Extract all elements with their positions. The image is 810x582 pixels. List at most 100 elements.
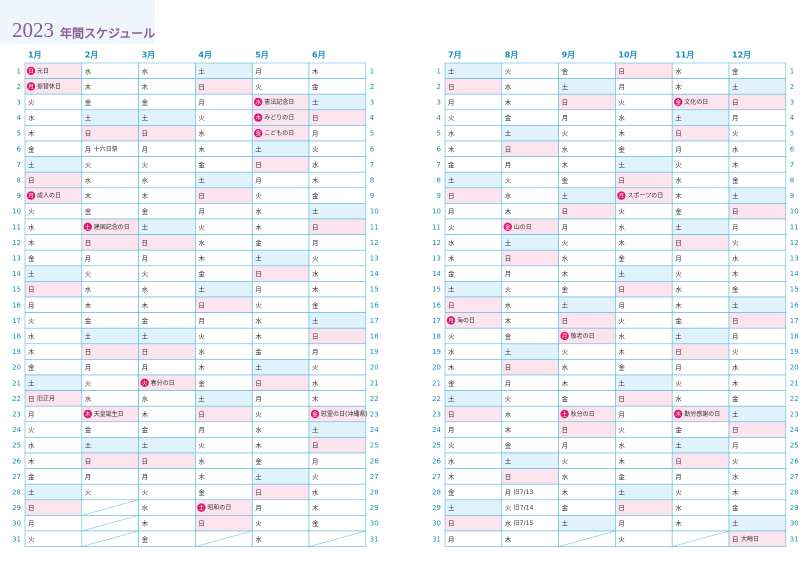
day-number: 19 <box>432 348 441 356</box>
weekday: 火 <box>505 177 512 185</box>
weekday: 水 <box>732 144 739 153</box>
weekday: 火 <box>28 535 35 543</box>
weekday: 土 <box>312 316 319 325</box>
weekday: 金 <box>142 425 149 434</box>
weekday: 月 <box>675 473 682 481</box>
weekday: 金 <box>505 441 512 450</box>
day-number: 5 <box>17 130 21 138</box>
weekday: 月 <box>618 301 625 309</box>
weekday: 金 <box>675 316 682 325</box>
weekday: 水 <box>675 503 682 512</box>
weekday: 日 <box>732 99 739 107</box>
day-note: 昭和の日 <box>207 504 231 512</box>
weekday: 木 <box>618 129 625 138</box>
weekday: 火 <box>312 145 319 153</box>
weekday: 木 <box>732 160 739 169</box>
day-number: 26 <box>12 457 21 465</box>
weekday: 火 <box>28 208 35 216</box>
weekday: 月 <box>28 193 34 200</box>
day-note: 大晦日 <box>741 535 759 543</box>
month-label: 6月 <box>312 51 326 60</box>
day-number: 21 <box>12 379 21 387</box>
weekday: 木 <box>142 82 149 91</box>
weekday: 月 <box>255 395 262 403</box>
holiday-dot <box>674 409 683 419</box>
weekday: 日 <box>618 177 625 185</box>
weekday: 水 <box>142 285 149 294</box>
day-number: 29 <box>12 504 21 512</box>
weekday: 日 <box>142 239 149 247</box>
day-number: 13 <box>432 255 441 263</box>
weekday: 土 <box>142 222 149 231</box>
day-number: 6 <box>17 145 22 153</box>
weekday: 火 <box>85 379 92 387</box>
day-number: 18 <box>12 333 21 341</box>
month-label: 11月 <box>675 51 694 60</box>
day-number: 12 <box>790 239 799 247</box>
weekday: 火 <box>312 255 319 263</box>
weekday: 金 <box>732 503 739 512</box>
weekday: 日 <box>448 411 455 419</box>
day-number: 6 <box>437 145 442 153</box>
weekday: 金 <box>255 347 262 356</box>
day-note: 勤労感謝の日 <box>684 410 720 418</box>
weekday: 日 <box>732 426 739 434</box>
weekday: 日 <box>562 99 569 107</box>
day-note: 秋分の日 <box>571 410 595 418</box>
day-number: 18 <box>370 333 379 341</box>
weekday: 土 <box>28 378 35 387</box>
weekday: 木 <box>562 269 569 278</box>
weekday: 土 <box>562 519 569 528</box>
weekday: 日 <box>198 192 205 200</box>
holiday-dot <box>674 97 683 107</box>
weekday: 月 <box>198 99 205 107</box>
weekday: 金 <box>732 285 739 294</box>
weekday: 火 <box>675 161 682 169</box>
weekday: 土 <box>85 223 91 231</box>
day-number: 13 <box>12 255 21 263</box>
weekday: 金 <box>448 378 455 387</box>
weekday: 月 <box>448 208 455 216</box>
day-number: 31 <box>790 535 799 543</box>
weekday: 木 <box>618 347 625 356</box>
day-number: 20 <box>12 364 21 372</box>
empty-slash <box>672 530 730 547</box>
month-label: 4月 <box>198 51 212 60</box>
weekday: 土 <box>448 66 455 75</box>
day-number: 8 <box>437 177 441 185</box>
weekday: 金 <box>85 98 92 107</box>
day-number: 7 <box>370 161 374 169</box>
day-number: 5 <box>370 130 374 138</box>
weekday: 木 <box>448 363 455 372</box>
weekday: 日 <box>732 535 739 543</box>
day-number: 22 <box>370 395 379 403</box>
day-number: 21 <box>790 379 799 387</box>
day-note: スポーツの日 <box>627 192 663 200</box>
weekday: 木 <box>562 488 569 497</box>
day-number: 8 <box>790 177 794 185</box>
weekday: 月 <box>618 411 625 419</box>
weekday: 日 <box>618 286 625 294</box>
weekday: 火 <box>618 535 625 543</box>
weekday: 火 <box>142 270 149 278</box>
weekday: 木 <box>28 238 35 247</box>
weekday: 火 <box>505 286 512 294</box>
weekday: 金 <box>28 144 35 153</box>
weekday: 月 <box>448 426 455 434</box>
weekday: 金 <box>562 503 569 512</box>
weekday: 金 <box>198 160 205 169</box>
holiday-dot <box>26 191 36 200</box>
weekday: 日 <box>142 348 149 356</box>
weekday: 火 <box>618 99 625 107</box>
holiday-dot <box>83 409 93 419</box>
weekday: 金 <box>28 254 35 263</box>
day-number: 12 <box>370 239 379 247</box>
weekday: 火 <box>312 364 319 372</box>
weekday: 金 <box>562 176 569 185</box>
weekday: 月 <box>255 177 262 185</box>
weekday: 日 <box>198 301 205 309</box>
weekday: 木 <box>312 503 319 512</box>
weekday: 水 <box>28 222 35 231</box>
weekday: 日 <box>618 395 625 403</box>
weekday: 日 <box>448 301 455 309</box>
